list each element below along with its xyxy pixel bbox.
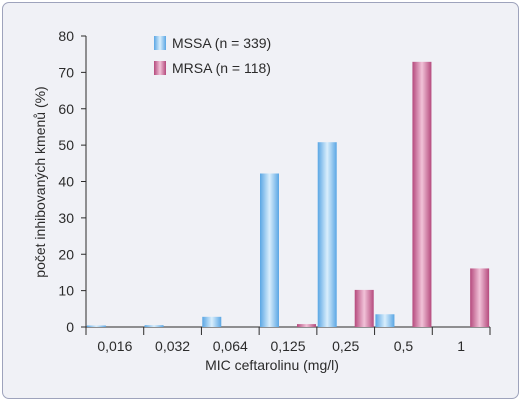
y-tick-label: 20 <box>58 246 74 262</box>
x-tick-label: 0,125 <box>270 338 305 354</box>
legend-label-mssa: MSSA (n = 339) <box>172 35 271 51</box>
bar-mssa <box>86 325 106 327</box>
y-tick-label: 0 <box>66 319 74 335</box>
y-tick-label: 50 <box>58 137 74 153</box>
y-tick-label: 60 <box>58 101 74 117</box>
y-axis-title: počet inhibovaných kmenů (%) <box>32 86 48 277</box>
bar-mssa <box>375 314 395 327</box>
bar-mssa <box>317 142 337 327</box>
y-tick-label: 10 <box>58 283 74 299</box>
bar-mrsa <box>354 289 374 327</box>
x-axis-title: MIC ceftarolinu (mg/l) <box>205 357 339 373</box>
bar-mssa <box>260 173 279 327</box>
x-tick-label: 1 <box>457 338 465 354</box>
bar-mrsa <box>412 61 432 328</box>
x-tick-label: 0,016 <box>97 338 132 354</box>
bar-mssa <box>202 316 222 327</box>
x-tick-label: 0,5 <box>394 338 414 354</box>
bar-mrsa <box>297 324 316 327</box>
plot-area: 0 10 20 30 40 50 60 70 80 0,016 0,032 0,064 0,125 0,2… <box>58 28 491 354</box>
legend-swatch-mrsa <box>154 61 166 75</box>
x-tick-label: 0,25 <box>332 338 359 354</box>
bar-mssa <box>144 325 164 327</box>
y-tick-label: 80 <box>58 28 74 44</box>
y-tick-label: 70 <box>58 64 74 80</box>
legend-label-mrsa: MRSA (n = 118) <box>172 60 271 76</box>
legend-swatch-mssa <box>154 36 166 50</box>
x-tick-label: 0,032 <box>155 338 190 354</box>
x-tick-label: 0,064 <box>213 338 248 354</box>
bar-mrsa <box>470 268 490 327</box>
y-tick-label: 40 <box>58 174 74 190</box>
legend: MSSA (n = 339) MRSA (n = 118) <box>154 35 271 76</box>
y-tick-label: 30 <box>58 210 74 226</box>
